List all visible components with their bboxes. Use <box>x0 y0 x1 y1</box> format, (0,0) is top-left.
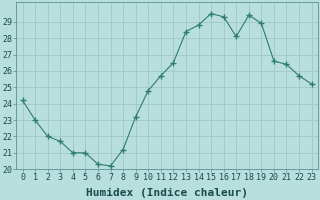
X-axis label: Humidex (Indice chaleur): Humidex (Indice chaleur) <box>86 188 248 198</box>
